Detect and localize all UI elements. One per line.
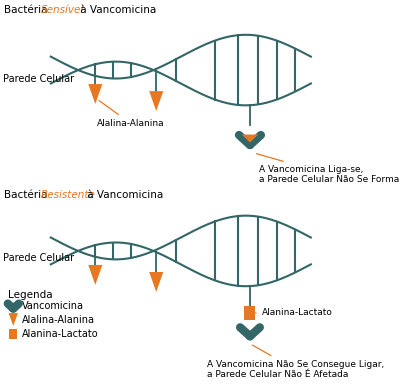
Polygon shape	[242, 134, 258, 142]
Text: Alalina-Alanina: Alalina-Alanina	[22, 315, 95, 325]
Text: à Vancomicina: à Vancomicina	[84, 190, 163, 200]
Text: Bactéria: Bactéria	[4, 5, 51, 15]
Text: Alalina-Alanina: Alalina-Alanina	[97, 101, 164, 128]
Text: Bactéria: Bactéria	[4, 190, 51, 200]
Text: A Vancomicina Não Se Consegue Ligar,
a Parede Celular Não É Afetada: A Vancomicina Não Se Consegue Ligar, a P…	[207, 345, 384, 379]
Text: A Vancomicina Liga-se,
a Parede Celular Não Se Forma: A Vancomicina Liga-se, a Parede Celular …	[256, 154, 400, 184]
Text: Parede Celular: Parede Celular	[3, 253, 74, 263]
Polygon shape	[88, 265, 102, 285]
Polygon shape	[149, 91, 163, 111]
Polygon shape	[8, 313, 18, 326]
Text: Vancomicina: Vancomicina	[22, 301, 84, 311]
FancyBboxPatch shape	[244, 306, 256, 320]
Text: Resistente: Resistente	[41, 190, 96, 200]
Text: Sensível: Sensível	[41, 5, 84, 15]
Text: Legenda: Legenda	[8, 290, 52, 300]
Polygon shape	[88, 84, 102, 104]
FancyBboxPatch shape	[9, 329, 17, 339]
Text: à Vancomicina: à Vancomicina	[77, 5, 156, 15]
Text: Alanina-Lactato: Alanina-Lactato	[22, 329, 98, 339]
Polygon shape	[149, 272, 163, 292]
Text: Parede Celular: Parede Celular	[3, 73, 74, 83]
Text: Alanina-Lactato: Alanina-Lactato	[256, 308, 332, 318]
